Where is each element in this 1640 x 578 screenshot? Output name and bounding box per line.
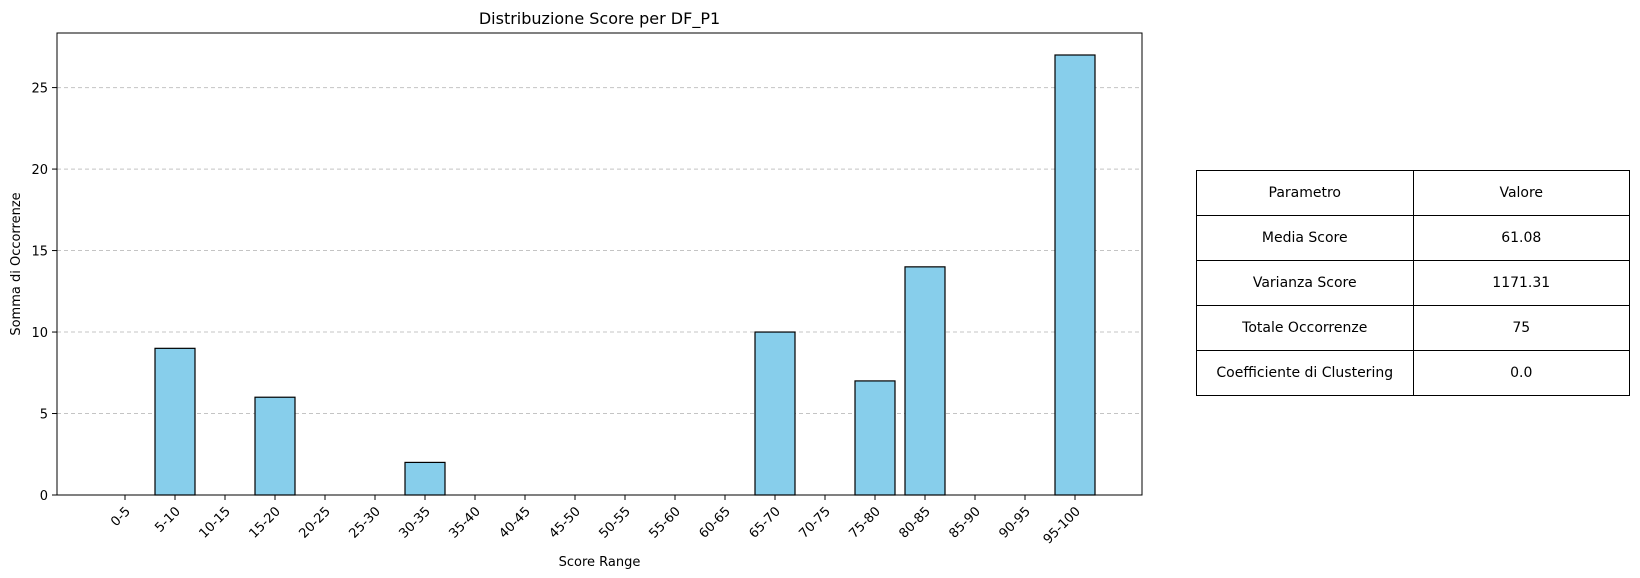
x-tick-label: 75-80: [847, 504, 884, 541]
x-tick-label: 70-75: [797, 504, 834, 541]
x-tick-label: 90-95: [997, 504, 1034, 541]
table-row: Media Score 61.08: [1196, 215, 1630, 261]
y-axis-label: Somma di Occorrenze: [9, 192, 24, 335]
table-cell-param: Coefficiente di Clustering: [1196, 350, 1414, 396]
x-tick-label: 40-45: [497, 504, 534, 541]
x-tick-label: 80-85: [897, 504, 934, 541]
bar-5-10: [154, 347, 196, 496]
x-axis-label: Score Range: [559, 555, 641, 570]
x-tick-label: 15-20: [247, 504, 284, 541]
x-tick-label: 50-55: [597, 504, 634, 541]
table-row: Totale Occorrenze 75: [1196, 305, 1630, 351]
y-tick-label: 15: [31, 245, 48, 260]
score-distribution-chart: 0 5 10 15 20 25 0-5 5-10 10-15 15-20 20-25 25-30 30…: [9, 9, 1143, 570]
table-cell-value: 61.08: [1412, 215, 1630, 261]
x-tick-label: 85-90: [947, 504, 984, 541]
x-tick-label: 25-30: [347, 504, 384, 541]
bar-30-35: [404, 461, 446, 496]
x-tick-label: 30-35: [397, 504, 434, 541]
stats-table: Parametro Valore Media Score 61.08 Varia…: [1196, 170, 1630, 396]
grid-lines: [57, 87, 1142, 415]
x-tick-label: 10-15: [197, 504, 234, 541]
table-cell-value: 1171.31: [1412, 260, 1630, 306]
y-tick-label: 25: [31, 82, 48, 97]
table-cell-param: Varianza Score: [1196, 260, 1414, 306]
bar-95-100: [1054, 54, 1096, 496]
table-cell-value: 0.0: [1412, 350, 1630, 396]
table-cell-value: 75: [1412, 305, 1630, 351]
bar-65-70: [754, 331, 796, 496]
table-header-valore: Valore: [1412, 170, 1630, 216]
x-axis-ticks: 0-5 5-10 10-15 15-20 20-25 25-30 30-35 35-40 40-…: [108, 495, 1084, 547]
bar-15-20: [254, 396, 296, 496]
x-tick-label: 5-10: [152, 504, 183, 535]
x-tick-label: 55-60: [647, 504, 684, 541]
x-tick-label: 95-100: [1041, 504, 1084, 547]
x-tick-label: 0-5: [108, 504, 134, 530]
plot-frame: [56, 32, 1143, 496]
bar-80-85: [904, 266, 946, 496]
x-tick-label: 65-70: [747, 504, 784, 541]
table-row: Coefficiente di Clustering 0.0: [1196, 350, 1630, 396]
table-header-row: Parametro Valore: [1196, 170, 1630, 216]
table-header-parametro: Parametro: [1196, 170, 1414, 216]
table-cell-param: Totale Occorrenze: [1196, 305, 1414, 351]
bars: [154, 54, 1096, 496]
y-tick-label: 0: [40, 489, 48, 504]
x-tick-label: 60-65: [697, 504, 734, 541]
x-tick-label: 45-50: [547, 504, 584, 541]
y-axis-ticks: 0 5 10 15 20 25: [31, 82, 57, 504]
y-tick-label: 10: [31, 326, 48, 341]
table-row: Varianza Score 1171.31: [1196, 260, 1630, 306]
x-tick-label: 20-25: [297, 504, 334, 541]
y-tick-label: 5: [40, 408, 48, 423]
table-cell-param: Media Score: [1196, 215, 1414, 261]
bar-75-80: [854, 380, 896, 496]
y-tick-label: 20: [31, 163, 48, 178]
x-tick-label: 35-40: [447, 504, 484, 541]
chart-title: Distribuzione Score per DF_P1: [479, 9, 720, 29]
